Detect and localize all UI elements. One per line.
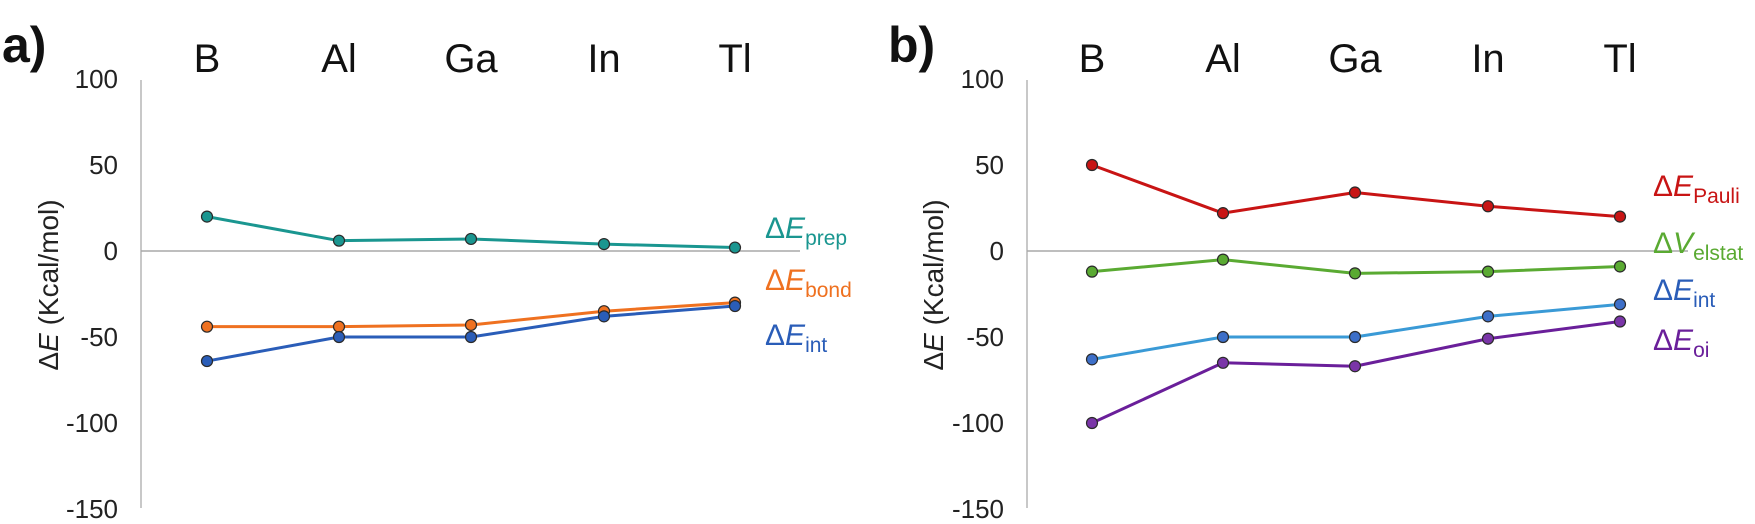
- y-axis-label: ΔE (Kcal/mol): [918, 199, 949, 370]
- series-label: ΔEint: [765, 319, 827, 357]
- y-tick-label: 50: [89, 150, 118, 180]
- y-tick-label: 0: [990, 236, 1004, 266]
- series-prep: ΔEprep: [200, 210, 847, 254]
- data-point-tl: [728, 299, 742, 313]
- category-label-ga: Ga: [1328, 37, 1382, 81]
- data-point-b: [1085, 265, 1099, 278]
- series-oi: ΔEoi: [1085, 315, 1709, 430]
- data-point-al: [332, 320, 346, 333]
- data-point-in: [1481, 265, 1495, 278]
- data-point-al: [1216, 253, 1230, 266]
- category-label-b: B: [194, 37, 221, 81]
- data-point-in: [597, 238, 611, 251]
- category-label-al: Al: [1205, 37, 1241, 81]
- data-point-ga: [464, 232, 478, 246]
- category-label-tl: Tl: [1603, 37, 1636, 81]
- data-point-ga: [464, 318, 478, 332]
- series-label: ΔEbond: [765, 264, 852, 302]
- category-label-b: B: [1079, 37, 1106, 81]
- data-point-tl: [1613, 210, 1627, 223]
- data-point-ga: [464, 330, 478, 344]
- y-tick-label: -100: [66, 408, 118, 438]
- data-point-b: [1085, 158, 1099, 172]
- category-label-in: In: [587, 37, 620, 81]
- data-point-b: [200, 320, 214, 333]
- data-point-ga: [1348, 360, 1362, 373]
- data-point-in: [1481, 332, 1495, 345]
- y-axis-label: ΔE (Kcal/mol): [33, 199, 64, 370]
- y-tick-label: 100: [961, 64, 1004, 94]
- series-bond: ΔEbond: [200, 264, 852, 333]
- series-label: ΔVelstat: [1653, 227, 1743, 265]
- series-label: ΔEprep: [765, 212, 847, 250]
- data-point-b: [200, 210, 214, 223]
- data-point-in: [1481, 200, 1495, 213]
- category-label-tl: Tl: [718, 37, 751, 81]
- data-point-b: [1085, 416, 1099, 430]
- series-pauli: ΔEPauli: [1085, 158, 1740, 223]
- y-tick-label: -50: [966, 322, 1004, 352]
- y-tick-label: -50: [80, 322, 118, 352]
- panel-a: a) B Al Ga In Tl 100 50 0 -50 -100 -150 ΔE (Kcal/mol…: [2, 17, 852, 524]
- panel-b: b) B Al Ga In Tl 100 50 0 -50 -100 -150 ΔE (Kcal/mol…: [888, 17, 1743, 524]
- category-label-ga: Ga: [444, 37, 498, 81]
- data-point-al: [332, 330, 346, 344]
- data-point-b: [1085, 353, 1099, 366]
- series-label: ΔEint: [1653, 274, 1715, 312]
- data-point-tl: [728, 241, 742, 254]
- series-elstat: ΔVelstat: [1085, 227, 1743, 280]
- data-point-in: [597, 310, 611, 323]
- data-point-tl: [1613, 298, 1627, 311]
- data-point-al: [332, 234, 346, 247]
- series-int: ΔEint: [200, 299, 827, 368]
- y-tick-label: -150: [952, 494, 1004, 524]
- y-tick-label: 50: [975, 150, 1004, 180]
- y-tick-label: -100: [952, 408, 1004, 438]
- y-tick-label: 100: [75, 64, 118, 94]
- y-tick-label: 0: [104, 236, 118, 266]
- category-label-in: In: [1471, 37, 1504, 81]
- category-label-al: Al: [321, 37, 357, 81]
- series-int: ΔEint: [1085, 274, 1715, 366]
- data-point-tl: [1613, 315, 1627, 328]
- data-point-tl: [1613, 260, 1627, 273]
- series-label: ΔEoi: [1653, 324, 1709, 362]
- data-point-ga: [1348, 186, 1362, 199]
- data-point-b: [200, 354, 214, 368]
- data-point-al: [1216, 207, 1230, 220]
- panel-label: a): [2, 17, 46, 73]
- data-point-al: [1216, 356, 1230, 369]
- data-point-ga: [1348, 267, 1362, 280]
- data-point-in: [1481, 310, 1495, 323]
- panel-label: b): [888, 17, 935, 73]
- data-point-ga: [1348, 330, 1362, 344]
- data-point-al: [1216, 330, 1230, 344]
- series-label: ΔEPauli: [1653, 170, 1740, 208]
- y-tick-label: -150: [66, 494, 118, 524]
